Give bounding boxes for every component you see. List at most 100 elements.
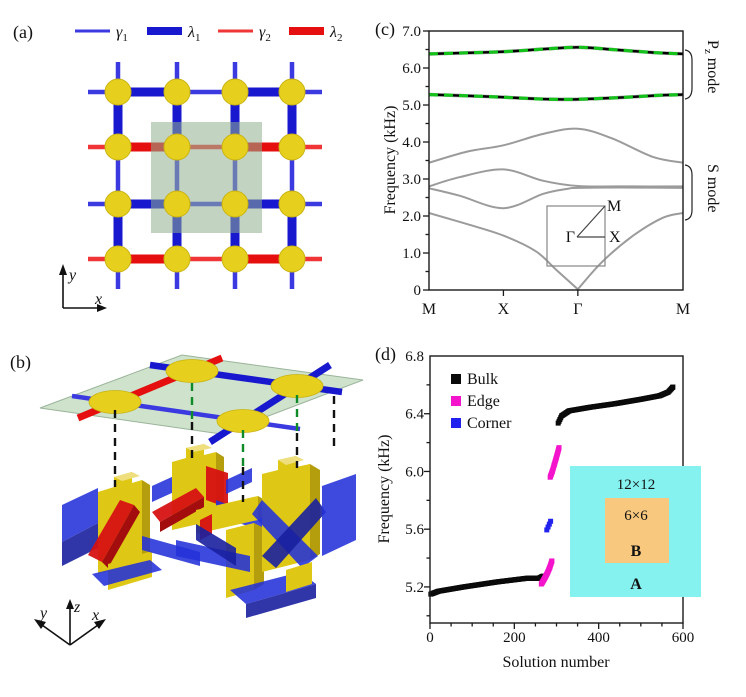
y-axis-arrowhead bbox=[59, 264, 67, 275]
polygon-shape bbox=[142, 536, 200, 566]
data-point bbox=[548, 518, 554, 524]
polygon-shape bbox=[62, 488, 98, 542]
x-tick-label: 400 bbox=[587, 630, 610, 646]
corner-marker bbox=[451, 418, 461, 428]
tspan-shape: 1 bbox=[195, 32, 201, 44]
plane-node bbox=[165, 359, 219, 383]
lattice-b-region bbox=[605, 498, 669, 563]
polygon-shape bbox=[92, 560, 162, 586]
data-point bbox=[546, 521, 552, 527]
lattice-node bbox=[221, 245, 249, 273]
plane-model bbox=[39, 354, 364, 445]
panel-c-letter: (c) bbox=[375, 19, 395, 40]
panel-b-letter: (b) bbox=[10, 352, 31, 373]
z-axis-label: z bbox=[73, 599, 81, 616]
polygon-shape bbox=[226, 468, 252, 494]
y-axis-arrow bbox=[41, 624, 71, 646]
y-tick-label: 2.0 bbox=[402, 209, 421, 225]
lattice-node bbox=[221, 190, 249, 218]
plane-nodes bbox=[88, 359, 324, 433]
polygon-shape bbox=[254, 523, 264, 590]
y-tick-label: 7.0 bbox=[402, 24, 421, 40]
lattice-node bbox=[104, 190, 132, 218]
tspan-shape: mode bbox=[704, 54, 721, 94]
panel-b-axes-triad: z x y bbox=[34, 599, 106, 646]
polygon-shape bbox=[246, 584, 316, 618]
panel-d-letter: (d) bbox=[375, 344, 396, 365]
polygon-shape bbox=[62, 523, 98, 566]
y-tick-label: 6.0 bbox=[402, 61, 421, 77]
y-tick-label: 4.0 bbox=[402, 135, 421, 151]
x-tick-label: 600 bbox=[672, 630, 695, 646]
panel-a: (a) γ1 λ1 γ2 λ2 y x bbox=[13, 22, 342, 312]
y-tick-label: 3.0 bbox=[402, 172, 421, 188]
corner-label: Corner bbox=[467, 415, 512, 432]
y-tick-label: 6.8 bbox=[405, 349, 424, 365]
z-axis-arrowhead bbox=[66, 599, 74, 609]
bz-gamma-m-path bbox=[576, 205, 606, 238]
legend-label-γ2: γ2 bbox=[259, 24, 271, 44]
lattice-node bbox=[278, 190, 306, 218]
edge-marker bbox=[451, 396, 461, 406]
x-axis-arrowhead bbox=[97, 304, 107, 312]
polygon-shape bbox=[114, 472, 140, 481]
polygon-shape bbox=[206, 466, 228, 508]
y-tick-label: 5.0 bbox=[402, 98, 421, 114]
green-plane bbox=[39, 354, 364, 435]
lattice-diagram bbox=[88, 62, 322, 289]
outer-size-label: 12×12 bbox=[617, 477, 655, 493]
data-point bbox=[544, 527, 550, 533]
tspan-shape: γ bbox=[259, 24, 266, 41]
x-axis-arrow bbox=[69, 624, 99, 646]
y-tick-label: 0 bbox=[414, 283, 422, 299]
projection-dashed-lines bbox=[113, 383, 336, 502]
k-point-label: X bbox=[498, 301, 510, 318]
tspan-shape: λ bbox=[187, 24, 195, 41]
y-tick-label: 5.6 bbox=[405, 522, 424, 538]
lattice-node bbox=[104, 78, 132, 106]
bz-m-label: M bbox=[607, 198, 621, 215]
pz-mode-label: Pz mode bbox=[702, 40, 721, 93]
spectrum-scatter-plot: 5.2 5.6 6.0 6.4 6.8 0 200 400 600 bbox=[405, 349, 694, 646]
pz-band-fit bbox=[428, 45, 684, 56]
polygon-shape bbox=[286, 562, 312, 592]
edge-series bbox=[538, 445, 562, 587]
polygon-shape bbox=[262, 498, 326, 568]
panel-c-ylabel: Frequency (kHz) bbox=[382, 106, 399, 215]
legend-label-λ1: λ1 bbox=[187, 24, 200, 44]
polygon-shape bbox=[160, 497, 204, 532]
s-mode-band bbox=[428, 212, 579, 291]
tspan-shape: P bbox=[704, 40, 721, 49]
plane-node bbox=[216, 409, 270, 433]
polygon-shape bbox=[176, 540, 250, 572]
tspan-shape: 2 bbox=[265, 32, 271, 44]
polygon-shape bbox=[152, 488, 204, 522]
s-mode-band bbox=[428, 186, 684, 210]
x-tick-label: 0 bbox=[426, 630, 434, 646]
metamaterial-3d-structure bbox=[62, 444, 356, 618]
s-mode-label: S mode bbox=[704, 164, 721, 212]
y-tick-label: 1.0 bbox=[402, 246, 421, 262]
lattice-node bbox=[278, 245, 306, 273]
s-mode-band bbox=[428, 168, 684, 188]
k-point-label: M bbox=[422, 301, 436, 318]
lattice-node bbox=[104, 245, 132, 273]
y-axis-label: y bbox=[67, 267, 77, 284]
polygon-shape bbox=[88, 500, 134, 562]
brillouin-zone-inset: Γ X M bbox=[546, 198, 621, 267]
plane-node bbox=[270, 374, 324, 398]
lattice-node bbox=[163, 245, 191, 273]
k-point-label: Γ bbox=[573, 301, 582, 318]
tspan-shape: λ bbox=[329, 24, 337, 41]
y-tick-label: 5.2 bbox=[405, 580, 424, 596]
s-mode-band bbox=[428, 127, 684, 164]
panel-a-axes-triad: y x bbox=[59, 264, 107, 312]
region-a-label: A bbox=[630, 576, 642, 593]
band-structure-plot: 0 1.0 2.0 3.0 4.0 5.0 6.0 7.0 M X Γ M bbox=[402, 24, 690, 318]
edge-label: Edge bbox=[467, 393, 500, 410]
bz-gamma-label: Γ bbox=[566, 229, 575, 246]
pz-band-fit bbox=[428, 93, 684, 102]
lattice-node bbox=[221, 133, 249, 161]
lattice-node bbox=[278, 133, 306, 161]
plot-frame bbox=[428, 30, 684, 291]
